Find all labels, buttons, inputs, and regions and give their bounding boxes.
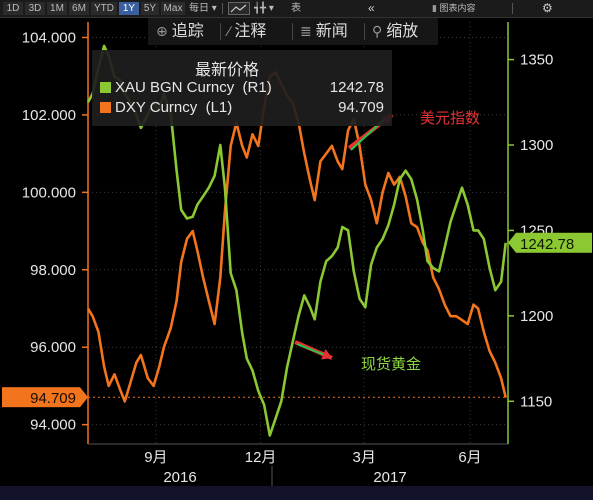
cmd-divider [364,23,365,40]
legend-row-dxy: DXY Curncy (L1) [100,98,232,118]
news-button[interactable]: ≣ 新闻 [300,18,348,45]
gold-arrow-head [321,349,332,360]
range-button-1y[interactable]: 1Y [119,2,139,15]
chart-command-bar: ⊕ 追踪 ∕ 注释 ≣ 新闻 ⚲ 缩放 [148,18,438,45]
track-button[interactable]: ⊕ 追踪 [156,18,204,45]
year-label-2017: 2017 [373,469,406,486]
chart-content-glyph: ▮ [432,3,440,13]
gold-last-value-tag [516,232,592,253]
zoom-label: 缩放 [386,23,419,40]
gold-last-value-pointer [508,232,516,253]
chart-toolbar: 1D 3D 1M 6M YTD 1Y 5Y Max 每日 ▾ ┪╋ ▾ 表 « … [0,0,593,18]
gear-icon[interactable]: ⚙ [542,1,553,15]
x-axis-tick-label: 3月 [352,449,375,466]
range-button-ytd[interactable]: YTD [91,2,117,15]
legend-swatch-dxy [100,102,111,113]
legend-title: 最新价格 [194,62,259,79]
legend-label-dxy: DXY Curncy (L1) [115,99,233,116]
left-axis-tick-label: 96.000 [30,339,76,356]
range-button-1m[interactable]: 1M [47,2,67,15]
year-label-2016: 2016 [163,469,196,486]
annotate-label: 注释 [234,23,267,40]
legend-value-dxy: 94.709 [338,99,384,116]
x-axis-tick-label: 9月 [144,449,167,466]
dual-axis-line-chart: 94.000 96.000 98.000 100.000 102.000 104.000 9… [0,22,593,500]
legend-value-gold: 1242.78 [329,79,384,96]
chart-content-label: 图表内容 [439,3,476,13]
annotation-dxy: 美元指数 [420,110,481,127]
crosshair-icon: ⊕ [156,23,168,39]
year-band [0,486,593,500]
line-chart-icon[interactable] [228,2,250,15]
left-axis-tick-label: 94.000 [30,417,76,434]
news-icon: ≣ [300,23,312,39]
frequency-label: 每日 [189,3,209,14]
dxy-last-value-label: 94.709 [30,390,76,407]
pencil-icon: ∕ [228,23,231,39]
left-axis-tick-label: 102.000 [22,107,76,124]
legend: 最新价格 XAU BGN Curncy (R1) 1242.78 DXY Cur… [92,50,392,126]
collapse-icon[interactable]: « [368,1,375,15]
table-button[interactable]: 表 [291,3,301,14]
chart-content-button[interactable]: ▮ 图表内容 [432,2,475,15]
left-axis-tick-label: 104.000 [22,29,76,46]
range-button-1d[interactable]: 1D [3,2,23,15]
annotate-button[interactable]: ∕ 注释 [228,18,266,45]
toolbar-divider [222,3,223,14]
range-button-max[interactable]: Max [161,2,185,15]
gold-arrow [294,340,333,360]
magnifier-icon: ⚲ [372,23,383,39]
frequency-select[interactable]: 每日 ▾ [189,3,217,14]
range-button-5y[interactable]: 5Y [141,2,159,15]
dxy-last-value-tag [2,387,80,408]
left-axis-tick-label: 100.000 [22,184,76,201]
news-label: 新闻 [315,23,348,40]
dxy-last-value-pointer [80,387,88,408]
right-axis-tick-label: 1150 [520,393,552,410]
x-axis-tick-label: 12月 [245,449,277,466]
toolbar-divider [512,3,513,14]
x-axis-tick-label: 6月 [458,449,481,466]
range-button-3d[interactable]: 3D [25,2,45,15]
cmd-divider [220,23,221,40]
legend-row-gold: XAU BGN Curncy (R1) [100,78,272,98]
track-label: 追踪 [171,23,204,40]
marks: 94.709 1242.78 [2,113,592,408]
bar-chart-icon[interactable]: ┪╋ ▾ [254,3,274,14]
right-axis-tick-label: 1200 [520,308,553,325]
cmd-divider [292,23,293,40]
legend-label-gold: XAU BGN Curncy (R1) [115,79,272,96]
annotation-gold: 现货黄金 [361,356,422,373]
legend-swatch-gold [100,82,111,93]
axes: 94.000 96.000 98.000 100.000 102.000 104.000 9… [0,22,593,500]
gold-last-value-label: 1242.78 [520,236,574,253]
range-button-6m[interactable]: 6M [69,2,89,15]
left-axis-tick-label: 98.000 [30,262,76,279]
right-axis-tick-label: 1300 [520,137,553,154]
zoom-button[interactable]: ⚲ 缩放 [372,18,418,45]
right-axis-tick-label: 1350 [520,52,553,69]
